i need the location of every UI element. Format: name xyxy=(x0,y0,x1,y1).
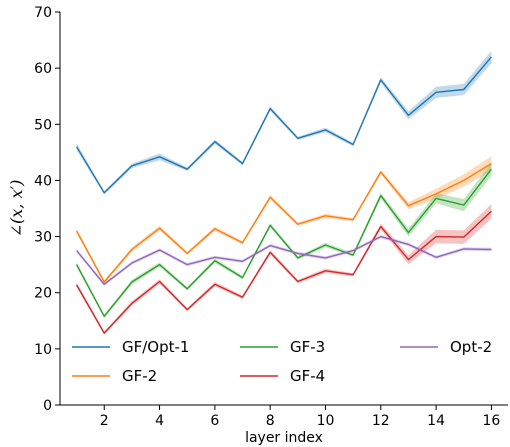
y-tick-label: 20 xyxy=(34,286,52,302)
legend-item-2: GF-2 xyxy=(72,367,157,385)
legend-label: GF-4 xyxy=(290,367,325,385)
y-tick-label: 60 xyxy=(34,61,52,77)
line-series-2 xyxy=(75,163,492,283)
legend-item-5: Opt-2 xyxy=(400,338,492,356)
band-series-3 xyxy=(76,162,492,318)
y-tick-label: 50 xyxy=(34,117,52,133)
y-tick-label: 0 xyxy=(43,398,52,414)
legend-item-1: GF/Opt-1 xyxy=(72,338,189,356)
line-series-5 xyxy=(76,235,492,285)
y-axis-ticks: 0 10 20 30 40 50 60 70 xyxy=(34,5,60,414)
line-series-1 xyxy=(75,56,492,194)
legend-label: GF-2 xyxy=(122,367,157,385)
series-lines xyxy=(75,56,492,334)
legend-label: Opt-2 xyxy=(450,338,492,356)
y-tick-label: 40 xyxy=(34,173,52,189)
x-axis-label: layer index xyxy=(245,430,323,446)
x-axis-ticks: 2 4 6 8 10 12 14 16 xyxy=(100,405,500,429)
x-tick-label: 2 xyxy=(100,413,109,429)
x-tick-label: 16 xyxy=(482,413,500,429)
band-series-2 xyxy=(76,156,492,284)
y-tick-label: 70 xyxy=(34,5,52,21)
x-tick-label: 10 xyxy=(317,413,335,429)
line-series-3 xyxy=(75,168,492,317)
legend-item-3: GF-3 xyxy=(240,338,325,356)
legend-label: GF/Opt-1 xyxy=(122,338,189,356)
legend-label: GF-3 xyxy=(290,338,325,356)
y-tick-label: 30 xyxy=(34,230,52,246)
confidence-bands xyxy=(76,50,492,335)
x-tick-label: 8 xyxy=(266,413,275,429)
y-axis-label: ∠(x, x′) xyxy=(7,180,26,238)
y-tick-label: 10 xyxy=(34,342,52,358)
x-tick-label: 14 xyxy=(427,413,445,429)
band-series-4 xyxy=(76,204,492,335)
x-tick-label: 12 xyxy=(372,413,390,429)
x-tick-label: 6 xyxy=(210,413,219,429)
x-tick-label: 4 xyxy=(155,413,164,429)
axes xyxy=(59,12,508,406)
legend: GF/Opt-1 GF-2 GF-3 GF-4 Opt-2 xyxy=(72,338,492,385)
line-series-4 xyxy=(75,210,492,334)
legend-item-4: GF-4 xyxy=(240,367,325,385)
